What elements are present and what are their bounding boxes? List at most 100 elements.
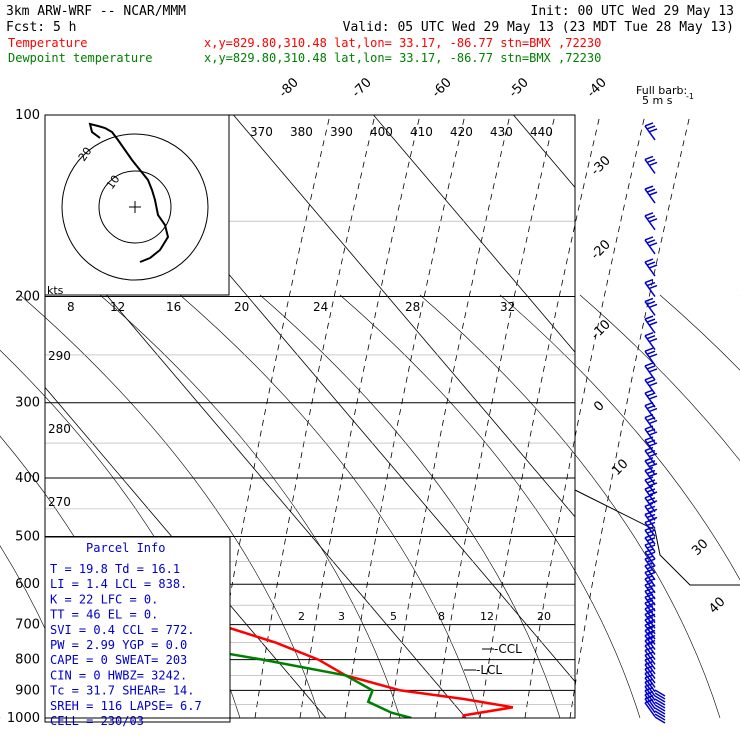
isotherm-label: 40 bbox=[706, 595, 728, 617]
parcel-info-row: SREH = 116 LAPSE= 6.7 bbox=[50, 699, 202, 713]
moist-adiabat bbox=[434, 114, 556, 719]
wind-barb-flag bbox=[644, 436, 654, 441]
wind-barb-flag bbox=[644, 599, 654, 604]
wind-barb-flag bbox=[646, 449, 656, 455]
wind-barb-flag bbox=[646, 629, 656, 635]
wind-barb-flag bbox=[648, 161, 658, 167]
wind-barb-flag bbox=[648, 452, 658, 458]
moist-adiabat bbox=[209, 114, 331, 719]
wind-barb-flag bbox=[644, 185, 654, 190]
wind-barb-flag bbox=[644, 678, 654, 683]
wind-barb-flag bbox=[648, 218, 658, 223]
wind-barb-flag bbox=[646, 634, 656, 640]
wind-barb-flag bbox=[644, 587, 654, 592]
wind-barb-flag bbox=[648, 128, 658, 133]
wind-barb-flag bbox=[646, 529, 656, 534]
wind-barb-flag bbox=[644, 236, 654, 241]
mixing-ratio-label: 8 bbox=[67, 300, 75, 314]
wind-barb-flag bbox=[646, 544, 656, 549]
wind-barb-surface bbox=[654, 701, 666, 709]
moist-adiabat bbox=[299, 114, 421, 719]
wind-barb-flag bbox=[644, 258, 654, 263]
wind-barb bbox=[644, 362, 658, 381]
wind-barb-flag bbox=[648, 321, 658, 326]
dry-adiabat bbox=[579, 294, 740, 462]
theta-left-label: 270 bbox=[48, 495, 71, 509]
wind-barb-staff bbox=[644, 405, 656, 421]
barb-legend-value: 5 m s bbox=[642, 94, 673, 107]
dewpoint-location: x,y=829.80,310.48 lat,lon= 33.17, -86.77… bbox=[204, 51, 601, 65]
mixing-ratio-label: 3 bbox=[338, 610, 345, 623]
wind-barb-surface bbox=[654, 704, 666, 712]
wind-barb bbox=[644, 568, 656, 587]
wind-barb-flag bbox=[644, 401, 654, 407]
barb-legend-exp: -1 bbox=[686, 92, 694, 101]
wind-barb-flag bbox=[648, 284, 658, 290]
theta-label: 440 bbox=[530, 125, 553, 139]
wind-barb bbox=[644, 548, 656, 567]
hodograph-frame bbox=[44, 114, 230, 296]
wind-barb-staff bbox=[644, 282, 656, 297]
wind-barb bbox=[644, 376, 658, 395]
wind-barb-staff bbox=[644, 522, 656, 537]
wind-barb-flag bbox=[646, 608, 656, 613]
dry-adiabat bbox=[339, 294, 641, 719]
dry-adiabat bbox=[179, 294, 481, 719]
wind-barb-flag bbox=[644, 510, 654, 516]
wind-barb-flag bbox=[648, 407, 658, 413]
isotherm bbox=[233, 115, 575, 518]
wind-barb-flag bbox=[644, 610, 654, 616]
ccl-label: -CCL bbox=[494, 642, 522, 656]
moist-adiabat bbox=[344, 114, 466, 719]
hodograph-unit: kts bbox=[47, 284, 64, 297]
wind-barb-flag bbox=[644, 674, 654, 679]
wind-barb-flag bbox=[644, 656, 654, 661]
wind-barb-surface bbox=[654, 707, 666, 715]
wind-barb-surface bbox=[654, 695, 666, 703]
wind-barb-flag bbox=[644, 362, 654, 367]
wind-barb bbox=[644, 331, 658, 351]
wind-barb bbox=[644, 457, 658, 476]
mixing-ratio-label: 28 bbox=[405, 300, 420, 314]
theta-label: 370 bbox=[250, 125, 273, 139]
wind-barb-flag bbox=[646, 551, 656, 556]
wind-barb-flag bbox=[646, 521, 656, 527]
hodograph-ring-inner bbox=[98, 170, 172, 244]
wind-barb-flag bbox=[644, 690, 654, 696]
wind-barb bbox=[644, 690, 656, 710]
wind-barb bbox=[644, 278, 658, 297]
wind-barb-surface bbox=[654, 698, 666, 706]
valid-time: Valid: 05 UTC Wed 29 May 13 (23 MDT Tue … bbox=[343, 20, 734, 35]
theta-label: 420 bbox=[450, 125, 473, 139]
wind-barb-flag bbox=[648, 472, 658, 478]
wind-barb bbox=[644, 446, 658, 466]
diagram-edge bbox=[574, 489, 740, 586]
wind-barb-flag bbox=[644, 212, 654, 217]
isotherm-label: -60 bbox=[429, 75, 455, 101]
wind-barb-flag bbox=[644, 605, 654, 610]
wind-barb-flag bbox=[646, 537, 656, 542]
wind-barb-flag bbox=[644, 593, 654, 598]
wind-barb-flag bbox=[646, 565, 656, 570]
wind-barb-flag bbox=[644, 555, 654, 560]
wind-barb-flag bbox=[646, 439, 656, 444]
wind-barb-staff bbox=[644, 640, 656, 656]
wind-barb-staff bbox=[644, 514, 656, 529]
parcel-info-panel: Parcel Info T = 19.8 Td = 16.1LI = 1.4 L… bbox=[44, 536, 231, 728]
pressure-tick-label: 500 bbox=[15, 529, 40, 544]
wind-barb-staff bbox=[644, 698, 656, 714]
wind-barb-staff bbox=[644, 379, 656, 395]
wind-barb-flag bbox=[646, 158, 656, 164]
wind-barb-staff bbox=[644, 350, 656, 366]
wind-barb-flag bbox=[644, 278, 654, 284]
wind-barb-flag bbox=[646, 613, 656, 619]
wind-barb-flag bbox=[646, 300, 656, 306]
mixing-ratio-label: 20 bbox=[537, 610, 551, 623]
wind-barb-staff bbox=[644, 215, 656, 231]
wind-barb-flag bbox=[646, 404, 656, 410]
dry-adiabat bbox=[659, 294, 740, 371]
wind-barb-flag bbox=[648, 242, 658, 247]
wind-barb-flag bbox=[644, 526, 654, 531]
wind-barb-flag bbox=[646, 584, 656, 589]
